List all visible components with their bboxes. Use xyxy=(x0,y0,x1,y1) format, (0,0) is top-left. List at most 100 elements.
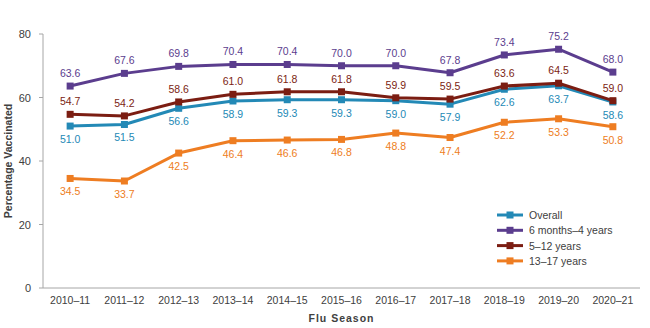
y-tick xyxy=(39,97,43,98)
marker xyxy=(67,175,74,182)
legend-marker xyxy=(507,257,514,264)
data-label: 58.6 xyxy=(168,83,189,95)
legend-label: 6 months–4 years xyxy=(529,224,612,236)
y-tick-label: 0 xyxy=(25,282,31,294)
data-label: 63.6 xyxy=(60,67,81,79)
marker xyxy=(175,105,182,112)
data-label: 61.0 xyxy=(223,75,244,87)
marker xyxy=(609,97,616,104)
data-label: 46.6 xyxy=(277,147,298,159)
marker xyxy=(175,150,182,157)
marker xyxy=(609,69,616,76)
y-tick xyxy=(39,224,43,225)
x-tick-label: 2017–18 xyxy=(430,294,471,306)
marker xyxy=(501,83,508,90)
marker xyxy=(447,96,454,103)
marker xyxy=(392,62,399,69)
x-tick-label: 2015–16 xyxy=(321,294,362,306)
x-tick-label: 2010–11 xyxy=(50,294,90,306)
data-label: 67.6 xyxy=(114,54,135,66)
y-tick xyxy=(39,288,43,289)
data-label: 70.4 xyxy=(277,45,298,57)
marker xyxy=(555,46,562,53)
data-label: 75.2 xyxy=(548,30,569,42)
data-label: 53.3 xyxy=(548,126,569,138)
marker xyxy=(338,88,345,95)
marker xyxy=(284,96,291,103)
data-label: 63.7 xyxy=(548,93,569,105)
data-label: 34.5 xyxy=(60,185,81,197)
chart: 0204060802010–112011–122012–132013–14201… xyxy=(0,0,650,328)
data-label: 70.4 xyxy=(223,45,244,57)
marker xyxy=(229,91,236,98)
data-label: 61.8 xyxy=(277,73,298,85)
data-label: 46.8 xyxy=(331,146,352,158)
marker xyxy=(392,130,399,137)
y-axis-title: Percentage Vaccinated xyxy=(2,104,14,218)
marker xyxy=(447,134,454,141)
marker xyxy=(555,115,562,122)
marker xyxy=(175,63,182,70)
data-label: 50.8 xyxy=(603,134,624,146)
data-label: 59.3 xyxy=(277,107,298,119)
marker xyxy=(67,111,74,118)
data-label: 59.0 xyxy=(386,108,407,120)
legend: Overall 6 months–4 years 5–12 years 13–17 y… xyxy=(497,209,612,267)
marker xyxy=(284,61,291,68)
marker xyxy=(338,96,345,103)
data-label: 51.0 xyxy=(60,133,81,145)
marker xyxy=(121,70,128,77)
legend-label: Overall xyxy=(529,209,562,221)
data-label: 59.5 xyxy=(440,80,461,92)
x-tick-label: 2014–15 xyxy=(267,294,308,306)
marker xyxy=(229,137,236,144)
data-label: 68.0 xyxy=(603,53,624,65)
y-tick xyxy=(39,34,43,35)
data-label: 54.2 xyxy=(114,97,135,109)
marker xyxy=(121,178,128,185)
y-tick-label: 60 xyxy=(19,92,31,104)
marker xyxy=(555,80,562,87)
data-label: 42.5 xyxy=(168,160,189,172)
marker xyxy=(67,83,74,90)
data-label: 63.6 xyxy=(494,67,515,79)
marker xyxy=(392,94,399,101)
marker xyxy=(284,137,291,144)
data-label: 57.9 xyxy=(440,111,461,123)
data-label: 64.5 xyxy=(548,64,569,76)
marker xyxy=(338,136,345,143)
data-label: 67.8 xyxy=(440,54,461,66)
x-tick-label: 2019–20 xyxy=(538,294,579,306)
data-label: 70.0 xyxy=(386,47,407,59)
series-line xyxy=(70,119,613,181)
marker xyxy=(501,51,508,58)
marker xyxy=(229,97,236,104)
marker xyxy=(338,62,345,69)
data-label: 56.6 xyxy=(168,115,189,127)
legend-label: 13–17 years xyxy=(529,255,587,267)
marker xyxy=(284,88,291,95)
y-tick-label: 20 xyxy=(19,219,31,231)
legend-marker xyxy=(507,212,514,219)
y-tick xyxy=(39,161,43,162)
x-tick-label: 2013–14 xyxy=(213,294,254,306)
data-label: 73.4 xyxy=(494,36,515,48)
x-axis xyxy=(43,288,640,289)
legend-label: 5–12 years xyxy=(529,240,581,252)
data-label: 52.2 xyxy=(494,129,515,141)
marker xyxy=(121,121,128,128)
data-label: 51.5 xyxy=(114,131,135,143)
data-label: 69.8 xyxy=(168,47,189,59)
data-label: 54.7 xyxy=(60,95,81,107)
data-label: 58.6 xyxy=(603,109,624,121)
x-tick-label: 2016–17 xyxy=(375,294,416,306)
data-label: 46.4 xyxy=(223,148,244,160)
marker xyxy=(121,112,128,119)
marker xyxy=(175,98,182,105)
data-label: 59.3 xyxy=(331,107,352,119)
x-tick-label: 2011–12 xyxy=(104,294,144,306)
y-tick-label: 80 xyxy=(19,28,31,40)
data-labels: 51.051.556.658.959.359.359.057.962.663.7… xyxy=(60,30,623,200)
x-tick-label: 2020–21 xyxy=(592,294,633,306)
marker xyxy=(229,61,236,68)
